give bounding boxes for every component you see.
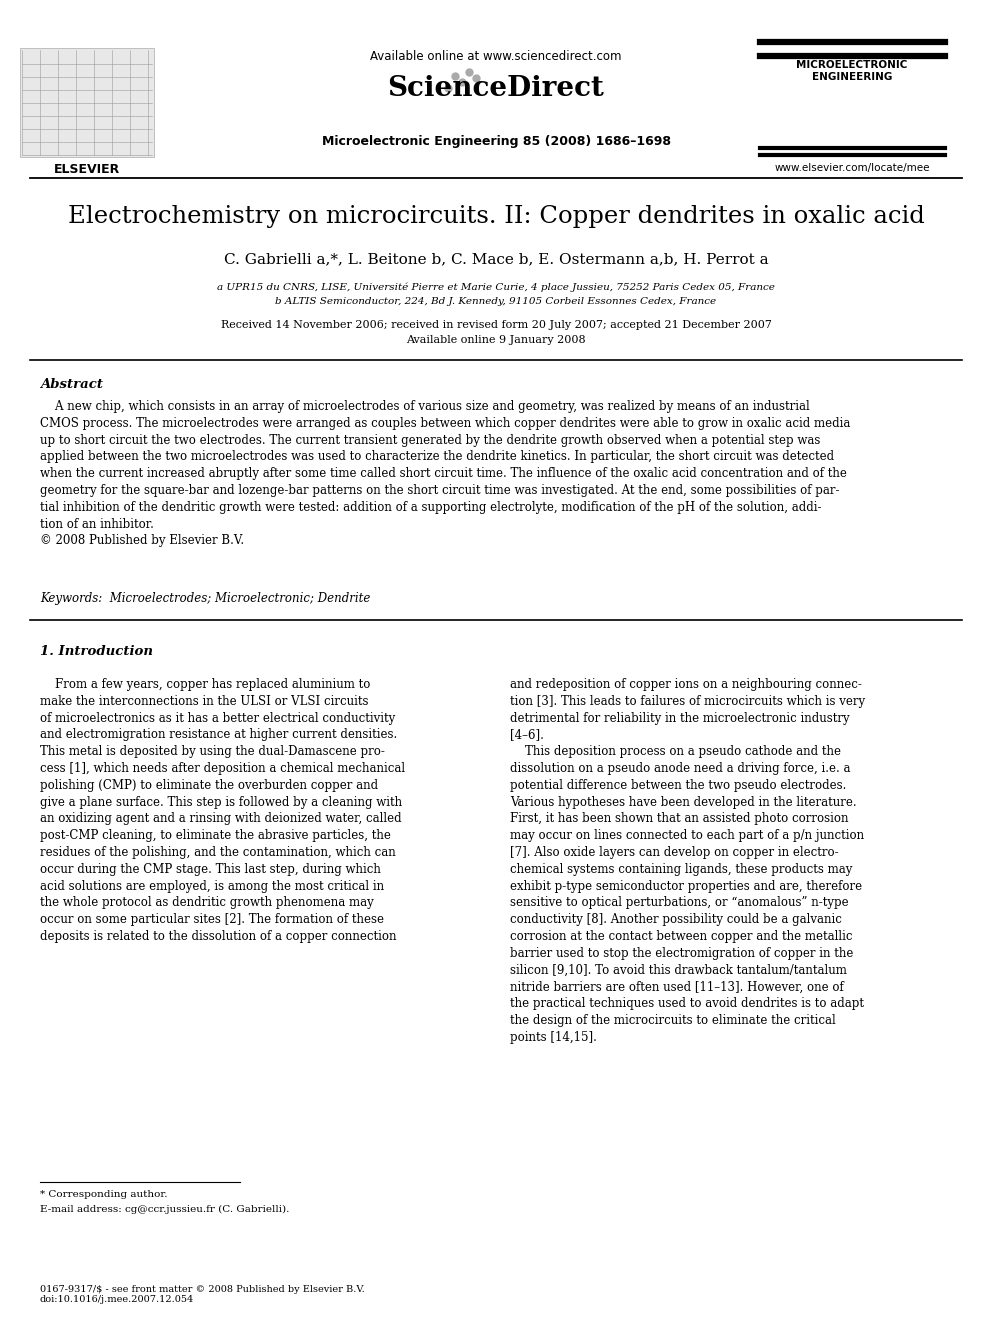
Text: Keywords:  Microelectrodes; Microelectronic; Dendrite: Keywords: Microelectrodes; Microelectron… <box>40 591 370 605</box>
Text: a UPR15 du CNRS, LISE, Université Pierre et Marie Curie, 4 place Jussieu, 75252 : a UPR15 du CNRS, LISE, Université Pierre… <box>217 282 775 291</box>
FancyBboxPatch shape <box>20 48 154 157</box>
Text: ScienceDirect: ScienceDirect <box>388 75 604 102</box>
Text: Microelectronic Engineering 85 (2008) 1686–1698: Microelectronic Engineering 85 (2008) 16… <box>321 135 671 148</box>
Text: Received 14 November 2006; received in revised form 20 July 2007; accepted 21 De: Received 14 November 2006; received in r… <box>220 320 772 329</box>
Text: Electrochemistry on microcircuits. II: Copper dendrites in oxalic acid: Electrochemistry on microcircuits. II: C… <box>67 205 925 228</box>
Text: C. Gabrielli a,*, L. Beitone b, C. Mace b, E. Ostermann a,b, H. Perrot a: C. Gabrielli a,*, L. Beitone b, C. Mace … <box>223 251 769 266</box>
Text: Available online at www.sciencedirect.com: Available online at www.sciencedirect.co… <box>370 50 622 64</box>
Text: www.elsevier.com/locate/mee: www.elsevier.com/locate/mee <box>774 163 930 173</box>
Text: E-mail address: cg@ccr.jussieu.fr (C. Gabrielli).: E-mail address: cg@ccr.jussieu.fr (C. Ga… <box>40 1205 290 1215</box>
Text: A new chip, which consists in an array of microelectrodes of various size and ge: A new chip, which consists in an array o… <box>40 400 850 548</box>
Text: ELSEVIER: ELSEVIER <box>54 163 120 176</box>
Text: * Corresponding author.: * Corresponding author. <box>40 1189 168 1199</box>
Text: MICROELECTRONIC
ENGINEERING: MICROELECTRONIC ENGINEERING <box>797 60 908 82</box>
Text: and redeposition of copper ions on a neighbouring connec-
tion [3]. This leads t: and redeposition of copper ions on a nei… <box>510 677 865 1044</box>
Text: 0167-9317/$ - see front matter © 2008 Published by Elsevier B.V.
doi:10.1016/j.m: 0167-9317/$ - see front matter © 2008 Pu… <box>40 1285 365 1304</box>
Text: From a few years, copper has replaced aluminium to
make the interconnections in : From a few years, copper has replaced al… <box>40 677 405 943</box>
Text: 1. Introduction: 1. Introduction <box>40 646 153 658</box>
Text: b ALTIS Semiconductor, 224, Bd J. Kennedy, 91105 Corbeil Essonnes Cedex, France: b ALTIS Semiconductor, 224, Bd J. Kenned… <box>276 296 716 306</box>
Text: Available online 9 January 2008: Available online 9 January 2008 <box>406 335 586 345</box>
Text: Abstract: Abstract <box>40 378 103 392</box>
